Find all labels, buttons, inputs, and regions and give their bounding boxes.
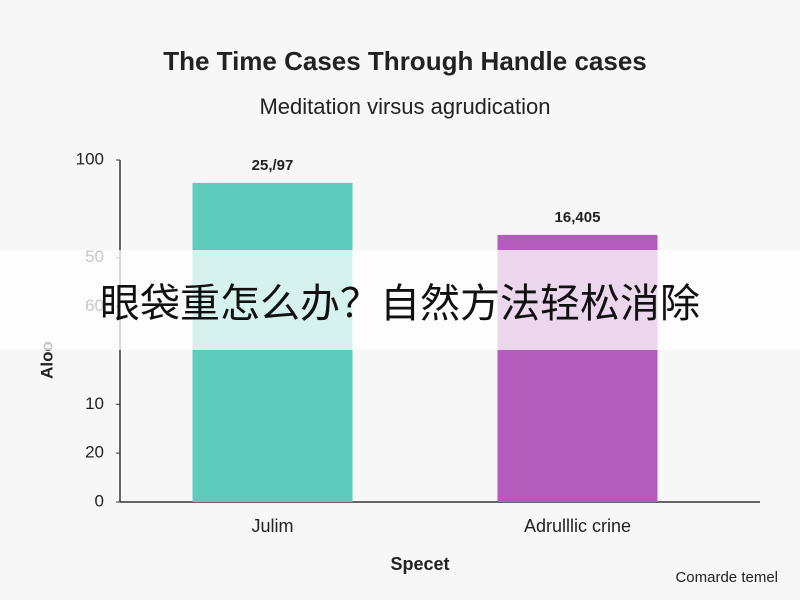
y-axis-label: Aloo [37, 341, 56, 379]
x-tick-label: Adrulllic crine [523, 516, 632, 536]
y-tick-label: 10 [85, 394, 104, 413]
x-axis-label: Specet [390, 554, 449, 574]
y-tick-label: 0 [95, 491, 104, 510]
x-tick-label: Julim [251, 516, 294, 536]
chart-title: The Time Cases Through Handle cases [163, 46, 647, 76]
source: Comarde temel [675, 569, 778, 586]
y-tick-label: 100 [76, 149, 104, 168]
annotation: 16,405 [555, 209, 601, 226]
y-tick-label: 20 [85, 443, 104, 462]
annotation: 25,/97 [252, 157, 294, 174]
chart-subtitle: Meditation virsus agrudication [259, 94, 550, 119]
banner: 眼袋重怎么办？自然方法轻松消除 [0, 250, 800, 350]
